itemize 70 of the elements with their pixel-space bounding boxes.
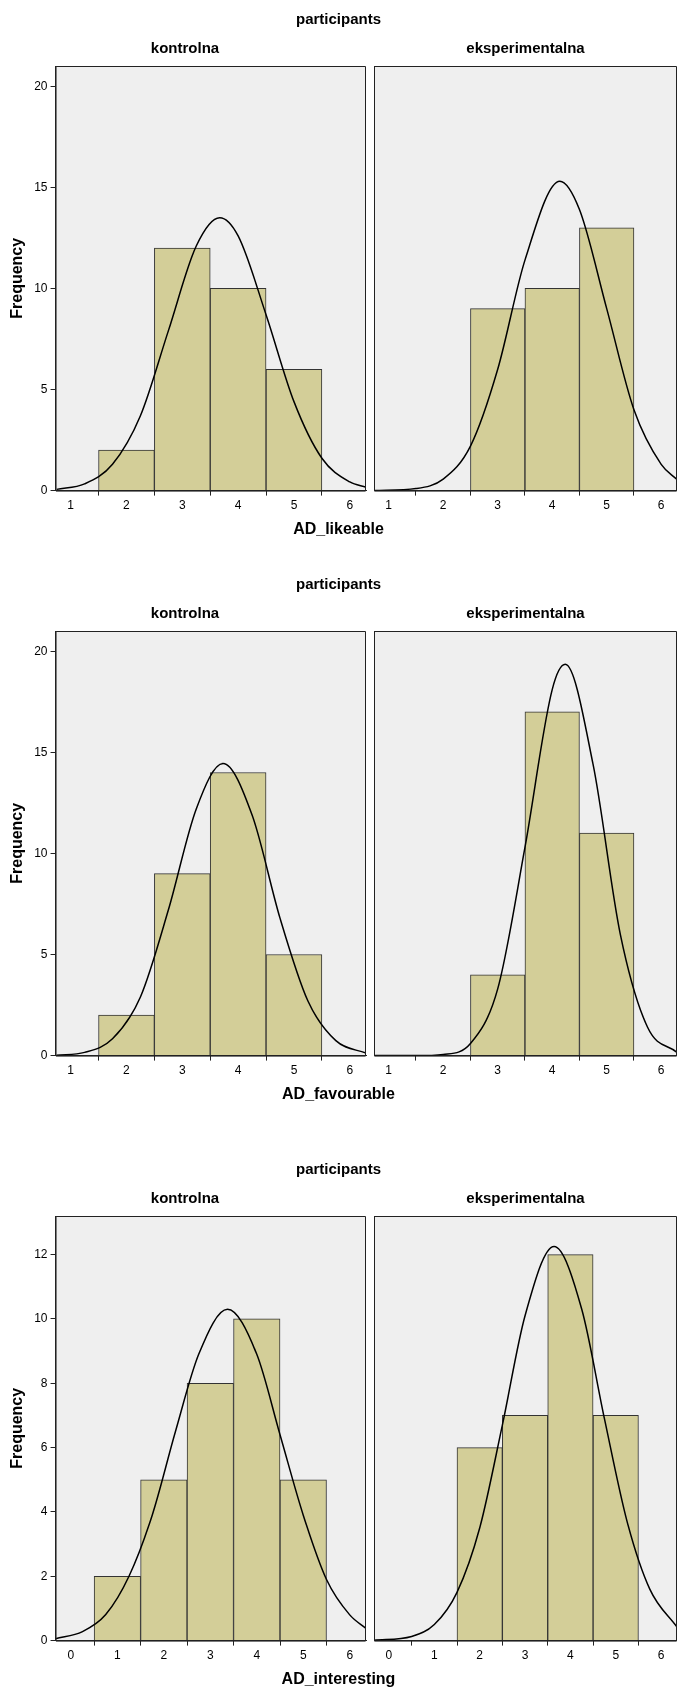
x-tick-label: 3	[178, 498, 186, 513]
x-tick-label: 1	[385, 498, 393, 513]
chart-title: kontrolna	[150, 1189, 220, 1207]
chart-title: eksperimentalna	[466, 39, 586, 57]
x-tick-label: 5	[612, 1648, 620, 1663]
x-tick-label: 5	[299, 1648, 307, 1663]
x-tick-label: 2	[123, 498, 131, 513]
x-tick-label: 5	[290, 498, 298, 513]
x-tick-label: 1	[114, 1648, 122, 1663]
y-tick-label: 15	[34, 179, 48, 194]
x-tick-label: 0	[67, 1648, 75, 1663]
chart-title: eksperimentalna	[466, 1189, 586, 1207]
x-tick-label: 3	[178, 1063, 186, 1078]
x-tick-label: 3	[494, 498, 502, 513]
text: participants	[295, 575, 382, 592]
y-tick-label: 15	[34, 744, 48, 759]
x-tick-label: 2	[160, 1648, 168, 1663]
chart-title: kontrolna	[150, 39, 220, 57]
y-axis-title: Frequency	[8, 1387, 26, 1469]
y-tick-label: 10	[34, 845, 48, 860]
x-tick-label: 1	[67, 1063, 75, 1078]
y-tick-label: 8	[40, 1375, 48, 1390]
x-tick-label: 4	[548, 498, 556, 513]
x-tick-label: 1	[385, 1063, 393, 1078]
y-tick-label: 0	[40, 1047, 48, 1062]
y-tick-label: 6	[40, 1439, 48, 1454]
x-tick-label: 6	[657, 1648, 665, 1663]
x-tick-label: 3	[494, 1063, 502, 1078]
x-tick-label: 1	[430, 1648, 438, 1663]
x-tick-label: 5	[603, 1063, 611, 1078]
y-tick-label: 10	[34, 1311, 48, 1326]
y-tick-label: 10	[34, 280, 48, 295]
x-tick-label: 6	[346, 498, 354, 513]
y-axis-title: Frequency	[8, 802, 26, 884]
y-tick-label: 5	[40, 946, 48, 961]
x-tick-label: 4	[567, 1648, 575, 1663]
x-tick-label: 6	[657, 1063, 665, 1078]
x-tick-label: 2	[439, 1063, 447, 1078]
y-tick-label: 20	[34, 78, 48, 93]
x-tick-label: 4	[253, 1648, 261, 1663]
x-tick-label: 2	[123, 1063, 131, 1078]
x-tick-label: 5	[603, 498, 611, 513]
x-tick-label: 2	[476, 1648, 484, 1663]
y-tick-label: 0	[40, 1632, 48, 1647]
x-tick-label: 1	[67, 498, 75, 513]
x-tick-label: 6	[657, 498, 665, 513]
y-tick-label: 5	[40, 381, 48, 396]
y-tick-label: 20	[34, 643, 48, 658]
y-tick-label: 0	[40, 482, 48, 497]
x-tick-label: 0	[385, 1648, 393, 1663]
x-tick-label: 6	[346, 1648, 354, 1663]
y-tick-label: 4	[40, 1504, 48, 1519]
text: participants	[295, 10, 382, 27]
x-tick-label: 4	[234, 1063, 242, 1078]
x-tick-label: 4	[234, 498, 242, 513]
chart-title: kontrolna	[150, 604, 220, 622]
y-tick-label: 12	[34, 1246, 48, 1261]
x-tick-label: 4	[548, 1063, 556, 1078]
x-axis-title: AD_likeable	[292, 520, 385, 538]
y-axis-title: Frequency	[8, 237, 26, 319]
x-axis-title: AD_favourable	[281, 1085, 396, 1103]
x-tick-label: 6	[346, 1063, 354, 1078]
x-tick-label: 3	[521, 1648, 529, 1663]
x-tick-label: 3	[206, 1648, 214, 1663]
x-axis-title: AD_interesting	[280, 1670, 397, 1688]
text: participants	[295, 1160, 382, 1177]
chart-title: eksperimentalna	[466, 604, 586, 622]
x-tick-label: 5	[290, 1063, 298, 1078]
y-tick-label: 2	[40, 1568, 48, 1583]
x-tick-label: 2	[439, 498, 447, 513]
